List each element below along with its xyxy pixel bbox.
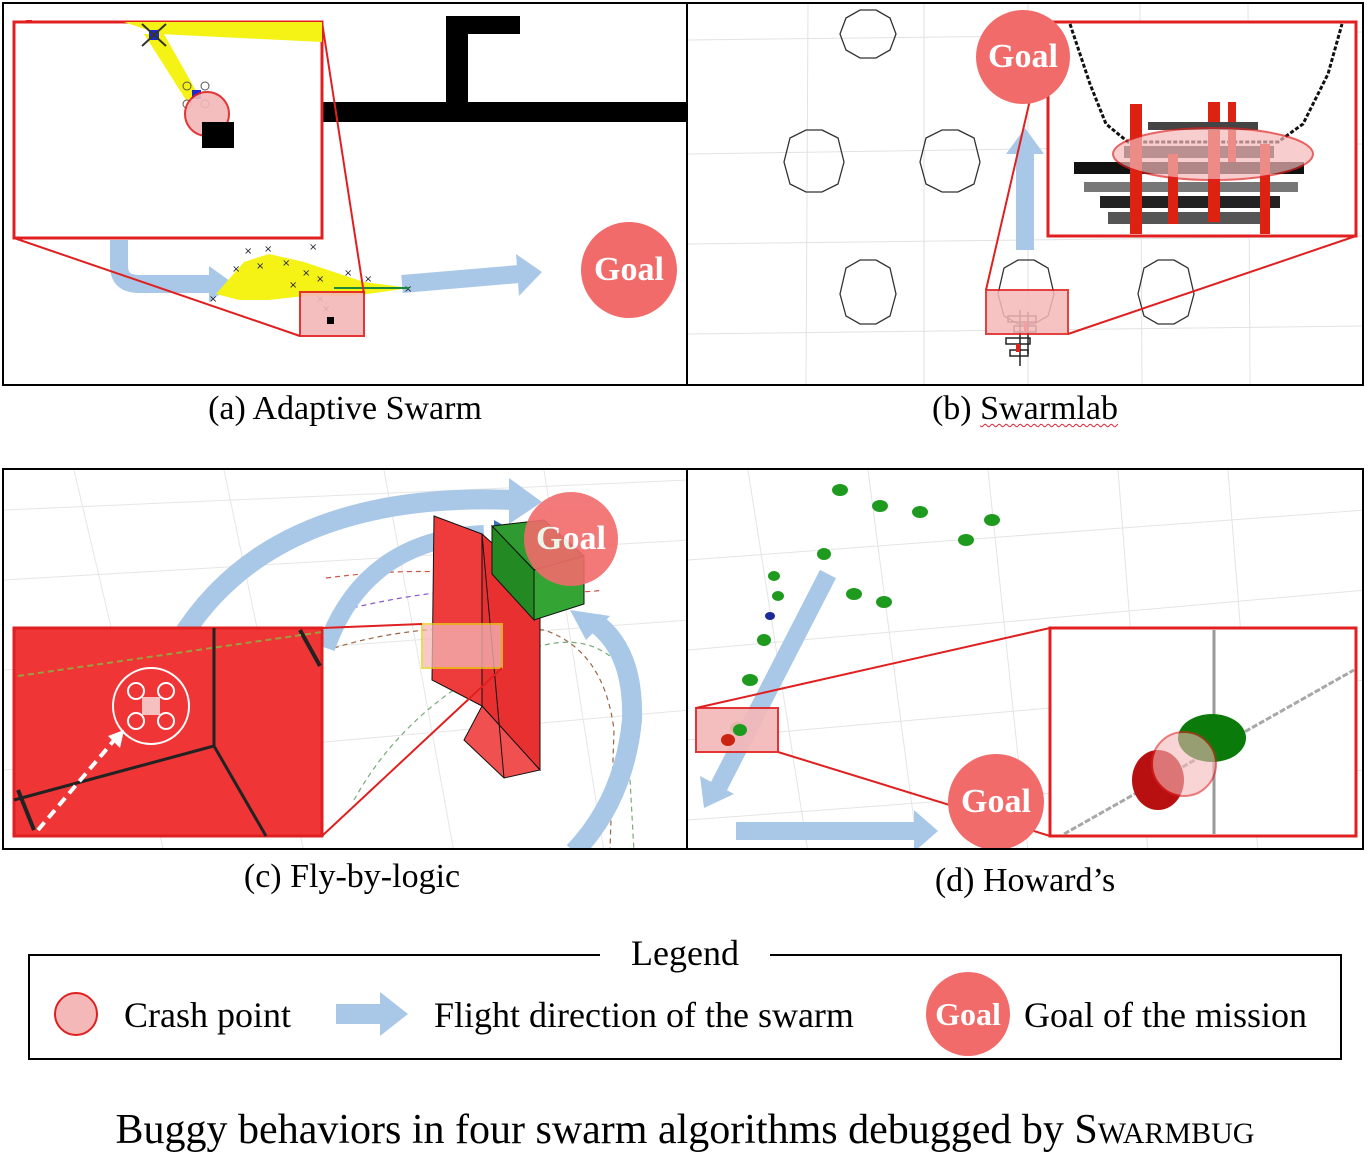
adaptive-swarm-scene: ××× ××× ××× ××× ××× [12, 16, 686, 337]
flight-arrow [110, 240, 214, 293]
svg-text:×: × [404, 284, 412, 295]
wall [446, 16, 468, 112]
panel-adaptive-swarm: ××× ××× ××× ××× ××× [2, 2, 688, 386]
caption-adaptive-swarm: (a) Adaptive Swarm [208, 390, 482, 427]
obstacle [202, 122, 234, 148]
figure-title-prefix: Buggy behaviors in four swarm algorithms… [115, 1107, 1098, 1153]
crash-point-marker [1151, 731, 1217, 797]
crash-point-marker [112, 667, 190, 745]
caption-fly-by-logic: (c) Fly-by-logic [243, 858, 461, 895]
wall [320, 102, 686, 122]
panel-fly-by-logic: Goal [2, 468, 688, 850]
svg-text:×: × [364, 274, 372, 285]
svg-text:×: × [282, 258, 290, 269]
legend-title: Legend [600, 932, 770, 974]
flight-arrow [401, 265, 520, 293]
obstacle [839, 9, 897, 59]
crash-point-marker [1112, 127, 1314, 181]
flight-arrow [1016, 154, 1034, 250]
svg-text:×: × [316, 274, 324, 285]
crash-zoom-source [421, 623, 503, 669]
caption-prefix: (b) [931, 390, 981, 427]
legend-goal-badge-label: Goal [935, 995, 1001, 1032]
drone-icon [127, 682, 175, 730]
goal-marker: Goal [976, 10, 1070, 104]
goal-label: Goal [961, 783, 1031, 820]
flight-arrow [736, 822, 926, 840]
panel-howards: Goal [686, 468, 1364, 850]
svg-text:×: × [302, 268, 310, 279]
legend-goal-mission: Goal of the mission [1024, 995, 1307, 1035]
obstacle [839, 259, 897, 325]
goal-label: Goal [536, 520, 606, 557]
flight-arrow [165, 489, 515, 655]
caption-howards: (d) Howard’s [934, 862, 1116, 899]
goal-marker: Goal [524, 492, 618, 586]
legend-crash-point: Crash point [124, 995, 291, 1035]
wall [446, 16, 520, 34]
svg-text:×: × [264, 244, 272, 255]
svg-text:×: × [232, 264, 240, 275]
swarmlab-scene [688, 4, 1362, 384]
legend-goal-badge: Goal [926, 972, 1010, 1056]
crash-zoom-source [985, 289, 1069, 335]
svg-text:×: × [309, 242, 317, 253]
goal-marker: Goal [581, 222, 677, 318]
figure-title: Buggy behaviors in four swarm algorithms… [0, 1106, 1370, 1154]
svg-text:×: × [256, 261, 264, 272]
legend-flight-direction: Flight direction of the swarm [434, 995, 854, 1035]
svg-text:×: × [289, 280, 297, 291]
svg-text:×: × [344, 268, 352, 279]
zoom-inset [12, 626, 324, 838]
goal-label: Goal [988, 38, 1058, 75]
obstacle [1137, 259, 1195, 325]
obstacle [783, 129, 845, 193]
svg-text:×: × [244, 246, 252, 257]
caption-swarmlab: (b) Swarmlab [686, 390, 1364, 428]
fly-by-logic-scene [4, 470, 686, 848]
figure-title-smallcaps: WARMBUG [1097, 1117, 1255, 1150]
caption-name: Swarmlab [980, 390, 1118, 427]
crash-zoom-source [299, 291, 365, 337]
goal-label: Goal [594, 251, 664, 288]
drone-icon [141, 23, 167, 47]
panel-swarmlab: Goal [686, 2, 1364, 386]
goal-marker: Goal [948, 754, 1044, 848]
obstacle [919, 129, 981, 193]
svg-text:×: × [209, 294, 217, 305]
flight-arrow [566, 613, 643, 848]
